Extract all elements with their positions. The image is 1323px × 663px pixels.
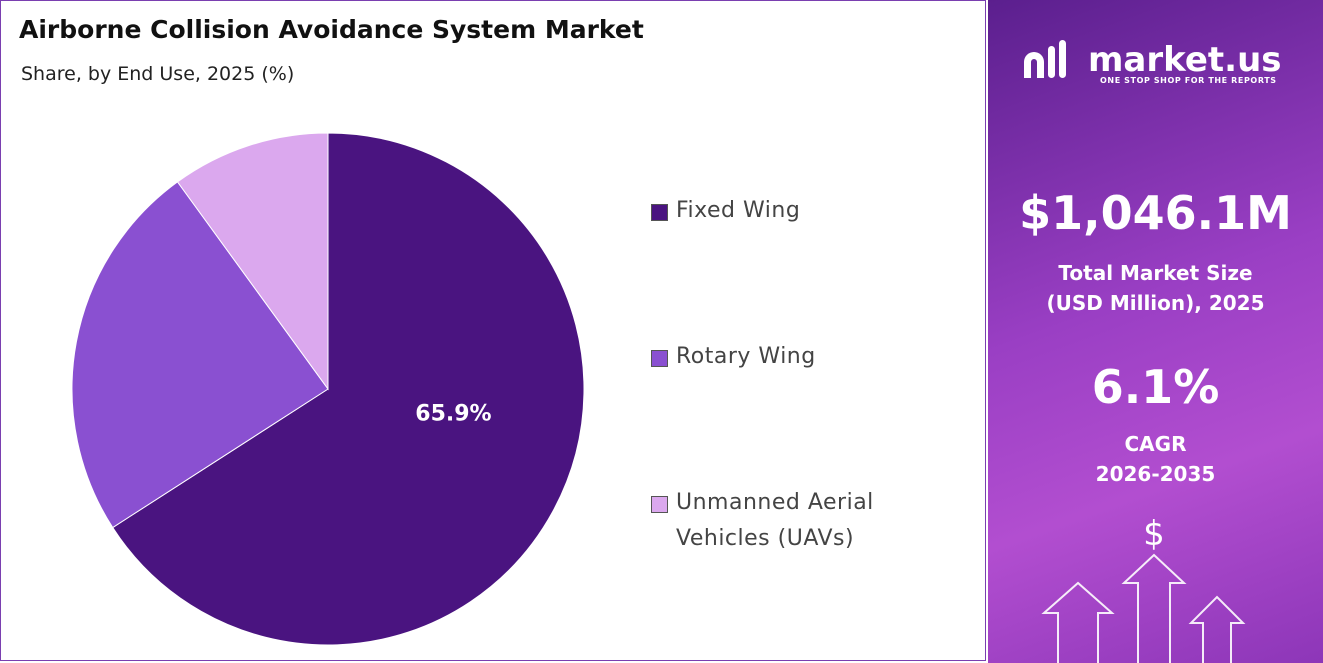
legend-swatch [651,204,668,221]
market-size: $1,046.1M [1019,186,1292,240]
legend-label: Fixed Wing [676,198,801,223]
legend-label: Unmanned Aerial Vehicles (UAVs) [676,490,874,551]
brand: market.us [1088,40,1282,80]
chart-panel: Airborne Collision Avoidance System Mark… [0,0,986,661]
chart-title: Airborne Collision Avoidance System Mark… [19,15,644,44]
logo-icon [1048,46,1055,78]
pie-chart: 65.9% [71,132,585,646]
cagr-label: CAGR [1124,432,1187,456]
logo-icon [1059,40,1066,78]
tagline: ONE STOP SHOP FOR THE REPORTS [1100,76,1277,85]
data-label: 65.9% [415,401,491,426]
chart-subtitle: Share, by End Use, 2025 (%) [21,63,295,85]
legend-swatch [651,350,668,367]
legend-item: Rotary Wing [651,343,906,375]
decoration: $ [1024,40,1246,663]
side-panel: $ market.us ONE STOP SHOP FOR THE REPORT… [988,0,1323,663]
arrow-icon [1041,581,1115,663]
legend-swatch [651,496,668,513]
legend-item: Fixed Wing [651,197,906,229]
cagr-period: 2026-2035 [1095,462,1216,486]
arrow-icon [1121,553,1187,663]
cagr: 6.1% [1091,360,1220,414]
logo-icon [1024,52,1044,78]
pie-slice [71,181,329,529]
market-size-label: Total Market Size (USD Million), 2025 [1046,261,1265,315]
pie-slice [176,132,329,391]
pie-slice [112,132,585,646]
arrow-icon [1188,595,1246,663]
legend-item: Unmanned Aerial Vehicles (UAVs) [651,489,906,557]
dollar-icon: $ [1143,514,1165,554]
legend-label: Rotary Wing [676,344,816,369]
